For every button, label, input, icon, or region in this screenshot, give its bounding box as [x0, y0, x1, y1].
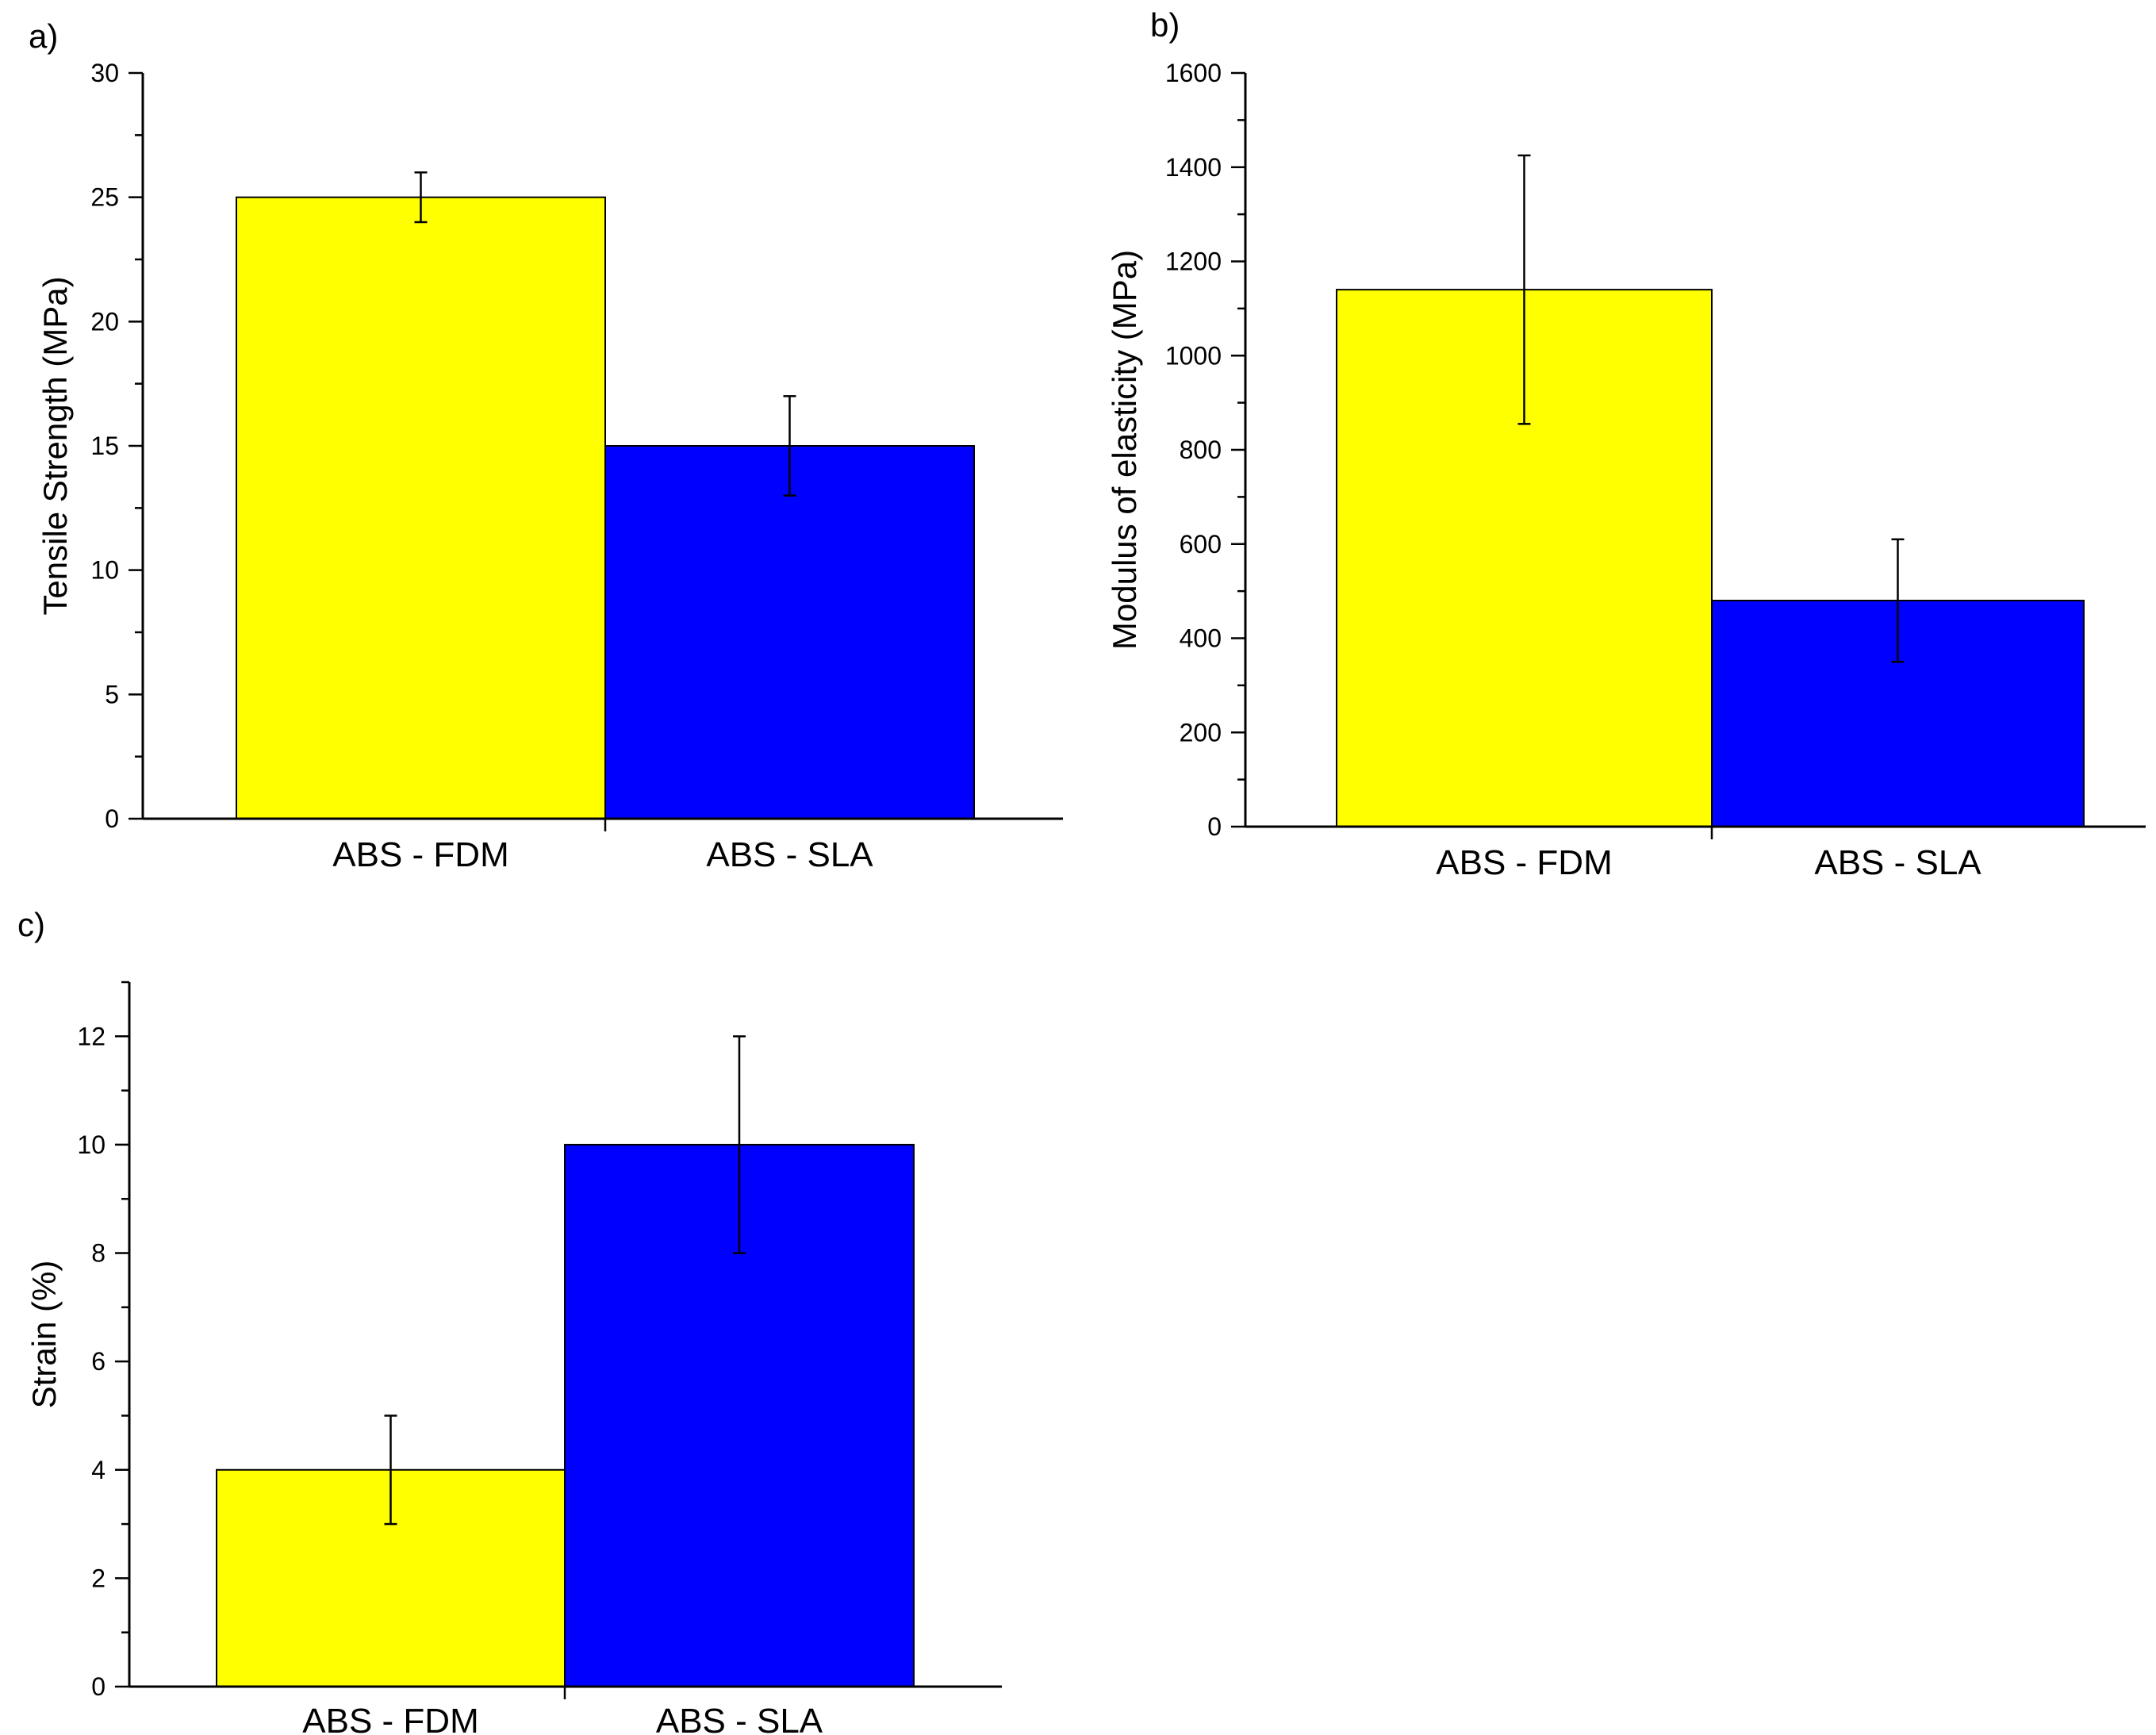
bar-abs-sla — [604, 445, 975, 820]
y-tick-label: 2 — [91, 1564, 105, 1592]
y-axis-title: Modulus of elasticity (MPa) — [1106, 250, 1143, 650]
panel-a-tensile-strength-chart: a) 0 5 10 15 20 25 30 ABS - FDM ABS - SLA Tensile … — [29, 17, 1063, 874]
error-bar-abs-fdm — [414, 171, 428, 224]
y-tick-label: 4 — [91, 1456, 105, 1484]
y-tick-label: 10 — [77, 1130, 105, 1159]
error-bar-abs-sla — [783, 395, 796, 497]
panel-c-strain-chart: c) 0 2 4 6 8 10 12 ABS - FDM ABS - SLA Strain (%) — [17, 906, 1002, 1735]
y-tick-label: 1600 — [1165, 59, 1222, 87]
y-tick-label: 25 — [90, 183, 119, 212]
y-tick-label: 0 — [105, 804, 119, 833]
y-tick-label: 10 — [90, 556, 119, 585]
panel-b-modulus-chart: b) 0 200 400 600 800 1000 1200 1400 1600 ABS - FDM… — [1106, 6, 2146, 882]
bar-abs-fdm — [236, 196, 606, 820]
y-axis-title: Strain (%) — [25, 1261, 63, 1409]
y-tick-label: 12 — [77, 1022, 105, 1050]
error-bar-abs-sla — [1891, 538, 1905, 663]
y-tick-label: 30 — [90, 59, 119, 87]
y-tick-label: 20 — [90, 307, 119, 336]
y-tick-label: 1200 — [1165, 248, 1222, 276]
error-bar-abs-fdm — [384, 1414, 397, 1526]
y-axis-title: Tensile Strength (MPa) — [36, 276, 74, 615]
panel-label: b) — [1150, 6, 1180, 44]
error-bar-abs-fdm — [1517, 154, 1531, 425]
x-category-label: ABS - FDM — [1436, 843, 1612, 882]
y-tick-label: 600 — [1180, 530, 1222, 559]
y-tick-label: 6 — [91, 1347, 105, 1376]
y-tick-label: 200 — [1180, 718, 1222, 747]
x-category-label: ABS - SLA — [1814, 843, 1981, 882]
y-tick-label: 0 — [1207, 812, 1222, 841]
x-category-label: ABS - SLA — [656, 1702, 823, 1735]
y-tick-label: 0 — [91, 1672, 105, 1701]
y-tick-label: 1000 — [1165, 341, 1222, 370]
y-tick-label: 5 — [105, 680, 119, 708]
y-tick-label: 8 — [91, 1239, 105, 1268]
panel-label: c) — [17, 906, 45, 943]
y-tick-label: 800 — [1180, 436, 1222, 464]
error-bar-abs-sla — [733, 1035, 746, 1254]
panel-label: a) — [29, 17, 58, 55]
y-tick-label: 1400 — [1165, 153, 1222, 182]
y-tick-label: 400 — [1180, 624, 1222, 653]
y-tick-label: 15 — [90, 432, 119, 460]
x-category-label: ABS - SLA — [706, 835, 873, 874]
x-category-label: ABS - FDM — [332, 835, 508, 874]
x-category-label: ABS - FDM — [302, 1702, 478, 1735]
